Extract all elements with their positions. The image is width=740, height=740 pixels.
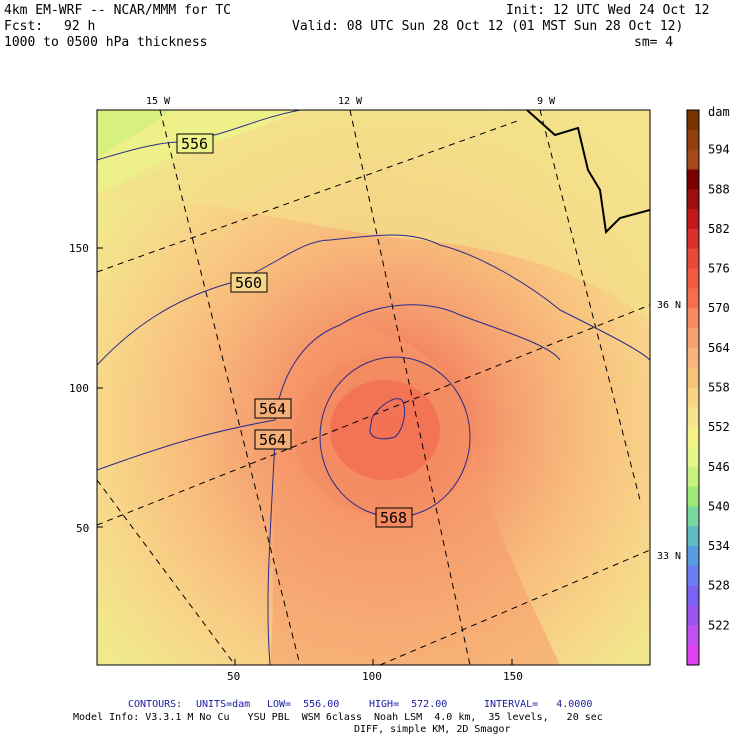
parallel-39n <box>97 119 521 273</box>
colorbar-label: 546 <box>708 460 730 474</box>
colorbar-label: 588 <box>708 182 730 196</box>
x-tick-100: 100 <box>362 670 382 683</box>
lon-label-9w: 9 W <box>537 96 556 107</box>
valid-time: Valid: 08 UTC Sun 28 Oct 12 (01 MST Sun … <box>292 19 684 34</box>
colorbar-swatch <box>687 526 699 547</box>
colorbar-swatch <box>687 228 699 250</box>
contour-label-box-564b <box>254 429 292 450</box>
colorbar-swatch <box>687 625 699 646</box>
colorbar-swatch <box>687 149 699 170</box>
colorbar-swatch <box>687 347 699 369</box>
meridian-9w <box>539 110 641 501</box>
lat-label-33n: 33 N <box>657 551 681 562</box>
colorbar-frame <box>686 109 700 666</box>
contour-label-564b: 564 <box>259 431 286 449</box>
colorbar-swatch <box>687 110 699 131</box>
colorbar-label: 570 <box>708 301 730 315</box>
model-info-line2: DIFF, simple KM, 2D Smagor <box>354 724 511 735</box>
colorbar-swatch <box>687 268 699 289</box>
model-info-line1: Model Info: V3.3.1 M No Cu YSU PBL WSM 6… <box>73 712 603 723</box>
contours-units: UNITS=dam <box>196 699 251 710</box>
colorbar-swatch <box>687 209 699 230</box>
colorbar-label: 528 <box>708 579 730 593</box>
colorbar-swatch <box>687 427 699 448</box>
colorbar-label: 594 <box>708 143 730 157</box>
colorbar-label: 564 <box>708 341 730 355</box>
contour-label-564a: 564 <box>259 400 286 418</box>
colorbar-label: 534 <box>708 539 730 553</box>
colorbar-swatch <box>687 328 699 349</box>
meridian-12w <box>349 110 471 665</box>
pale-band <box>97 110 650 320</box>
field-name: 1000 to 0500 hPa thickness <box>4 35 208 50</box>
y-tick-50: 50 <box>76 522 89 535</box>
contour-label-box-556 <box>176 133 214 154</box>
meridian-west <box>97 479 236 665</box>
colorbar-swatch <box>687 387 699 408</box>
contour-label-box-560 <box>230 272 268 293</box>
colorbar-swatch <box>687 565 699 587</box>
contour-label-568: 568 <box>380 509 407 527</box>
meridian-15w <box>159 110 301 665</box>
colorbar-swatch <box>687 407 699 428</box>
contours-high: HIGH= 572.00 <box>369 699 448 710</box>
colorbar-swatch <box>687 367 699 388</box>
lat-label-36n: 36 N <box>657 300 681 311</box>
lon-label-15w: 15 W <box>146 96 171 107</box>
contour-label-box-568 <box>375 507 413 528</box>
colorbar-swatch <box>687 288 699 309</box>
colorbar-label: 576 <box>708 262 730 276</box>
colorbar-swatch <box>687 605 699 626</box>
colorbar-swatch <box>687 506 699 527</box>
colorbar-swatch <box>687 446 699 468</box>
coastline <box>526 110 650 235</box>
coldest-region <box>97 110 170 160</box>
contour-572 <box>369 398 406 440</box>
contours-low: LOW= 556.00 <box>267 699 340 710</box>
colorbar-swatch <box>687 585 699 607</box>
y-tick-150: 150 <box>69 242 89 255</box>
colorbar-label: 540 <box>708 499 730 513</box>
contour-560 <box>97 234 650 366</box>
contour-label-556: 556 <box>181 135 208 153</box>
colorbar-label: 522 <box>708 618 730 632</box>
warm-core-inner <box>330 380 440 480</box>
colorbar-swatch <box>687 486 699 507</box>
colorbar-swatch <box>687 248 699 270</box>
colorbar-swatch <box>687 169 699 190</box>
colorbar-label: 552 <box>708 420 730 434</box>
colorbar-swatch <box>687 466 699 488</box>
smoothing-label: sm= 4 <box>634 35 674 50</box>
colorbar-swatch <box>687 645 699 666</box>
contours-prefix: CONTOURS: <box>128 699 183 710</box>
y-tick-100: 100 <box>69 382 89 395</box>
contour-564-b <box>267 439 276 665</box>
lon-label-12w: 12 W <box>338 96 363 107</box>
forecast-label: Fcst: <box>4 19 44 34</box>
forecast-hour: 92 h <box>64 19 96 34</box>
colorbar-label: 582 <box>708 222 730 236</box>
colorbar-unit: dam <box>708 105 730 119</box>
contour-label-560: 560 <box>235 274 262 292</box>
contours-interval: INTERVAL= 4.0000 <box>484 699 593 710</box>
x-tick-150: 150 <box>503 670 523 683</box>
cool-region <box>97 110 300 195</box>
contour-label-box-564a <box>254 398 292 419</box>
model-title: 4km EM-WRF -- NCAR/MMM for TC <box>4 3 231 18</box>
x-tick-50: 50 <box>227 670 240 683</box>
colorbar-label: 558 <box>708 381 730 395</box>
init-time: Init: 12 UTC Wed 24 Oct 12 <box>506 3 710 18</box>
colorbar <box>686 109 700 666</box>
colorbar-swatch <box>687 129 699 151</box>
contour-564-a <box>97 304 561 471</box>
parallel-33n <box>379 549 650 665</box>
colorbar-swatch <box>687 189 699 210</box>
colorbar-swatch <box>687 546 699 567</box>
colorbar-swatch <box>687 308 699 329</box>
